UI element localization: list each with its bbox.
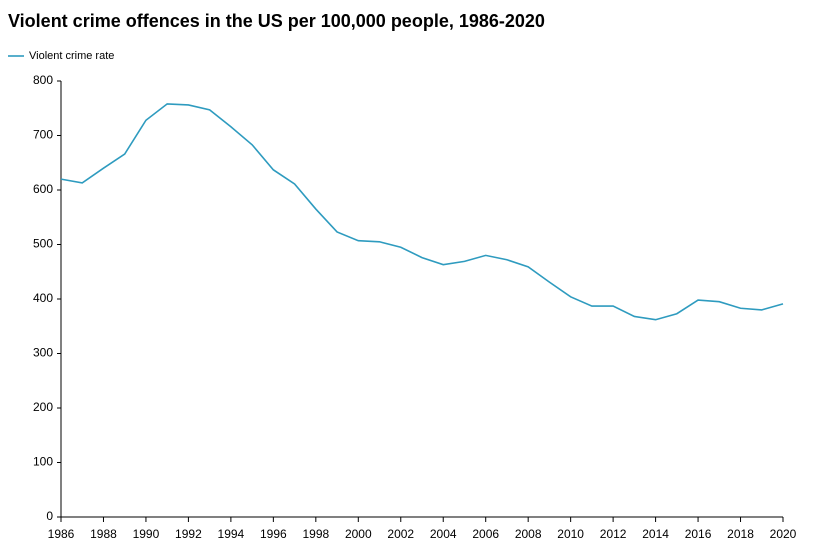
y-tick-label: 200 bbox=[33, 400, 53, 414]
line bbox=[60, 103, 784, 321]
chart-title: Violent crime offences in the US per 100… bbox=[8, 11, 545, 31]
x-tick-label: 2004 bbox=[430, 527, 457, 541]
y-tick-label: 0 bbox=[46, 509, 53, 523]
x-tick-label: 2016 bbox=[685, 527, 712, 541]
x-tick-label: 2010 bbox=[557, 527, 584, 541]
x-tick-label: 1988 bbox=[90, 527, 117, 541]
x-tick-label: 1992 bbox=[175, 527, 202, 541]
legend-label: Violent crime rate bbox=[29, 50, 114, 62]
y-tick-label: 300 bbox=[33, 346, 53, 360]
x-tick-label: 1994 bbox=[218, 527, 245, 541]
x-tick-label: 2018 bbox=[727, 527, 754, 541]
x-tick-label: 1986 bbox=[48, 527, 75, 541]
x-tick-label: 1998 bbox=[302, 527, 329, 541]
y-tick-label: 100 bbox=[33, 455, 53, 469]
x-tick-label: 1996 bbox=[260, 527, 287, 541]
x-tick-label: 2006 bbox=[472, 527, 499, 541]
y-tick-label: 600 bbox=[33, 182, 53, 196]
y-tick-label: 700 bbox=[33, 128, 53, 142]
x-tick-label: 2002 bbox=[387, 527, 414, 541]
y-tick-label: 800 bbox=[33, 73, 53, 87]
x-tick-label: 2008 bbox=[515, 527, 542, 541]
x-tick-label: 2020 bbox=[770, 527, 797, 541]
x-tick-label: 2012 bbox=[600, 527, 627, 541]
y-tick-label: 500 bbox=[33, 237, 53, 251]
x-tick-label: 1990 bbox=[133, 527, 160, 541]
x-tick-label: 2000 bbox=[345, 527, 372, 541]
x-tick-label: 2014 bbox=[642, 527, 669, 541]
y-tick-label: 400 bbox=[33, 291, 53, 305]
